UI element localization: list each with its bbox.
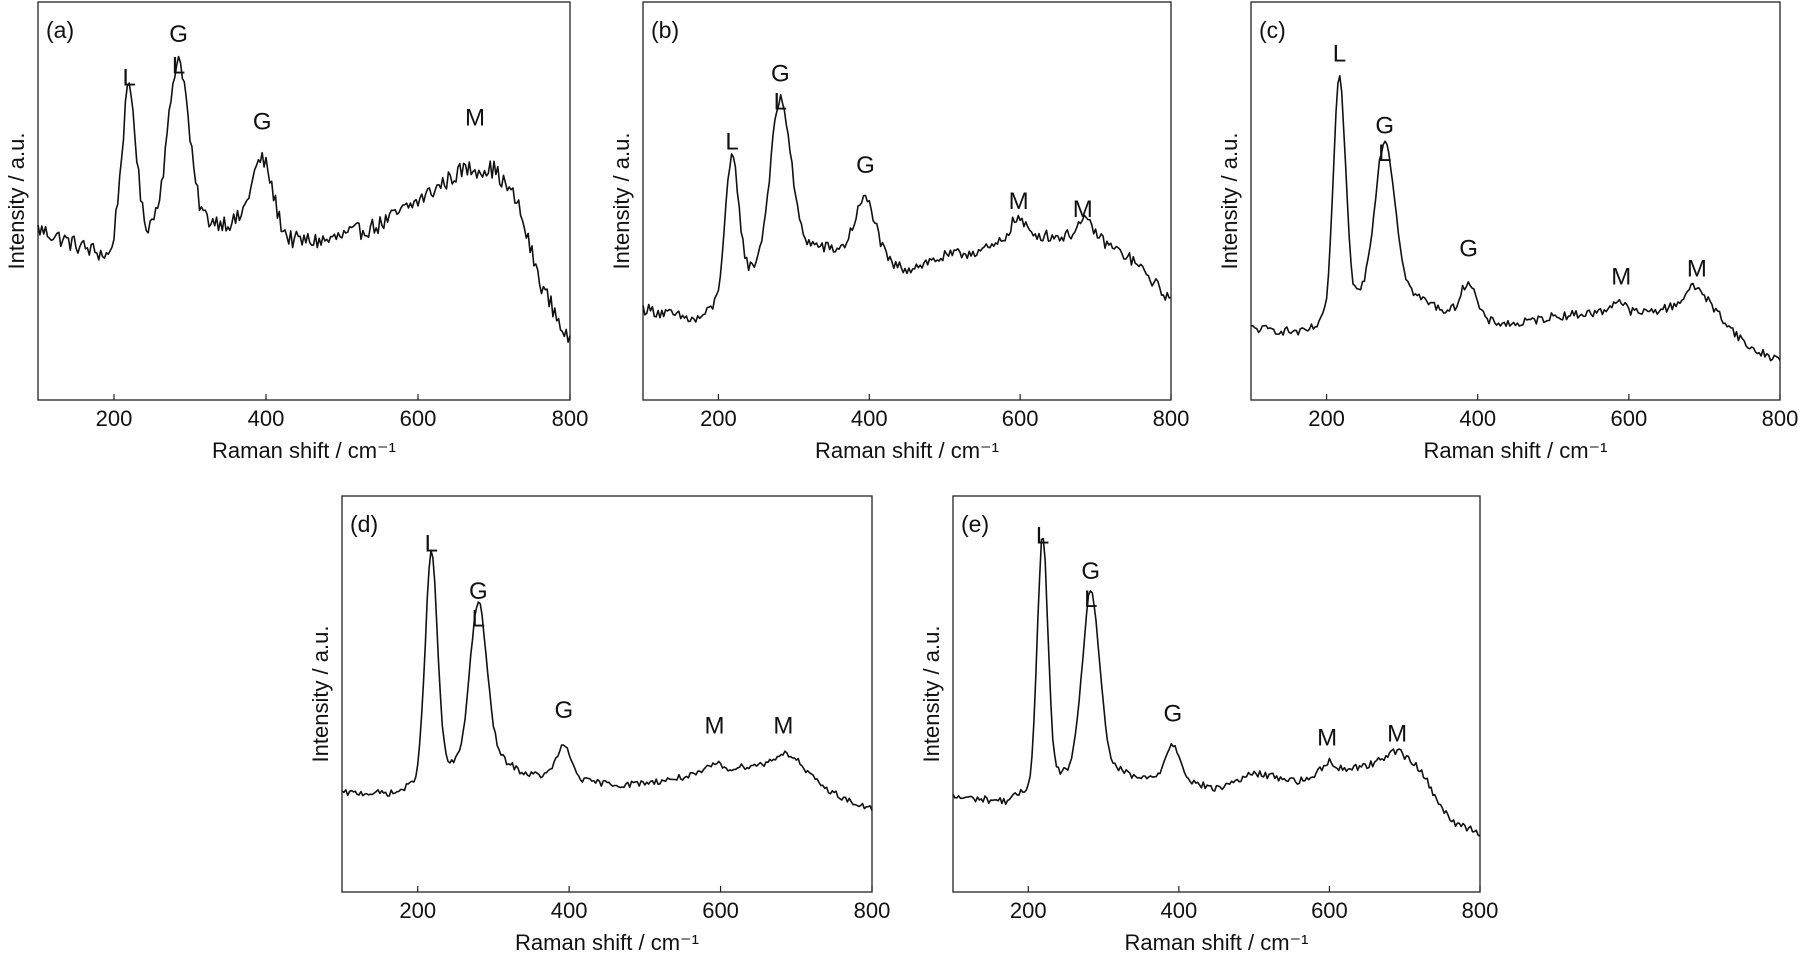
x-axis-label: Raman shift / cm⁻¹ xyxy=(1424,438,1608,463)
peak-annotation: G xyxy=(856,152,875,179)
x-tick-label: 200 xyxy=(399,898,436,923)
peak-annotation: L xyxy=(1036,523,1049,550)
peak-annotation: G xyxy=(469,578,488,605)
peak-annotation: M xyxy=(465,104,485,131)
x-tick-label: 800 xyxy=(1762,406,1799,431)
peak-annotation: M xyxy=(1009,188,1029,215)
peak-annotation: L xyxy=(725,128,738,155)
chart-panel: 200 400 600 800 Raman shift / cm⁻¹ Intensity … xyxy=(1217,1,1799,463)
x-tick-label: 400 xyxy=(1160,898,1197,923)
y-axis-label: Intensity / a.u. xyxy=(919,626,944,763)
x-tick-label: 600 xyxy=(1002,406,1039,431)
spectrum-line xyxy=(642,94,1172,323)
peak-annotation: L xyxy=(1084,586,1097,613)
chart-panel: 200 400 600 800 Raman shift / cm⁻¹ Intensity … xyxy=(4,1,589,463)
y-axis-label: Intensity / a.u. xyxy=(1217,133,1242,270)
x-tick-label: 800 xyxy=(854,898,891,923)
y-axis-label: Intensity / a.u. xyxy=(308,626,333,763)
peak-annotation: G xyxy=(1375,112,1394,139)
peak-annotation: G xyxy=(253,108,272,135)
x-tick-label: 800 xyxy=(552,406,589,431)
x-axis-label: Raman shift / cm⁻¹ xyxy=(815,438,999,463)
peak-annotation: L xyxy=(472,606,485,633)
peak-annotation: G xyxy=(1459,236,1478,263)
x-tick-label: 400 xyxy=(851,406,888,431)
peak-annotation: M xyxy=(1687,256,1707,283)
peak-annotation: G xyxy=(771,61,790,88)
peak-annotation: M xyxy=(1611,264,1631,291)
spectrum-line xyxy=(37,55,571,343)
plot-frame xyxy=(1250,1,1781,401)
spectrum-line xyxy=(341,549,873,811)
panel-label: (a) xyxy=(46,17,74,43)
y-axis-label: Intensity / a.u. xyxy=(609,133,634,270)
peak-annotation: G xyxy=(555,697,574,724)
chart-panel: 200 400 600 800 Raman shift / cm⁻¹ Intensity … xyxy=(919,495,1499,955)
x-tick-label: 400 xyxy=(551,898,588,923)
peak-annotation: G xyxy=(1163,701,1182,728)
plot-frame xyxy=(952,495,1481,893)
x-tick-label: 800 xyxy=(1462,898,1499,923)
y-axis-label: Intensity / a.u. xyxy=(4,133,29,270)
x-axis-label: Raman shift / cm⁻¹ xyxy=(1125,930,1309,955)
x-tick-label: 200 xyxy=(1308,406,1345,431)
peak-annotation: M xyxy=(1387,721,1407,748)
panel-label: (b) xyxy=(651,17,679,43)
x-axis-label: Raman shift / cm⁻¹ xyxy=(212,438,396,463)
plot-frame xyxy=(37,1,571,401)
peak-annotation: M xyxy=(773,713,793,740)
peak-annotation: L xyxy=(1378,140,1391,167)
x-tick-label: 800 xyxy=(1153,406,1190,431)
x-tick-label: 600 xyxy=(1311,898,1348,923)
x-tick-label: 200 xyxy=(700,406,737,431)
x-tick-label: 400 xyxy=(1459,406,1496,431)
peak-annotation: M xyxy=(1317,724,1337,751)
plot-frame xyxy=(642,1,1172,401)
peak-annotation: G xyxy=(1081,558,1100,585)
x-tick-label: 600 xyxy=(1610,406,1647,431)
panel-label: (e) xyxy=(961,511,989,537)
peak-annotation: L xyxy=(172,53,185,80)
peak-annotation: L xyxy=(774,88,787,115)
peak-annotation: L xyxy=(1333,41,1346,68)
panel-label: (d) xyxy=(350,511,378,537)
x-tick-label: 600 xyxy=(702,898,739,923)
spectrum-line xyxy=(1251,75,1781,362)
chart-panel: 200 400 600 800 Raman shift / cm⁻¹ Intensity … xyxy=(308,495,891,955)
peak-annotation: M xyxy=(1073,196,1093,223)
peak-annotation: L xyxy=(425,530,438,557)
x-tick-label: 200 xyxy=(1010,898,1047,923)
panel-label: (c) xyxy=(1259,17,1286,43)
spectrum-line xyxy=(952,537,1481,837)
peak-annotation: G xyxy=(169,21,188,48)
x-tick-label: 400 xyxy=(248,406,285,431)
peak-annotation: M xyxy=(705,713,725,740)
peak-annotation: L xyxy=(123,65,136,92)
x-axis-label: Raman shift / cm⁻¹ xyxy=(515,930,699,955)
x-tick-label: 200 xyxy=(96,406,133,431)
chart-panel: 200 400 600 800 Raman shift / cm⁻¹ Intensity … xyxy=(609,1,1190,463)
plot-frame xyxy=(341,495,873,893)
x-tick-label: 600 xyxy=(400,406,437,431)
